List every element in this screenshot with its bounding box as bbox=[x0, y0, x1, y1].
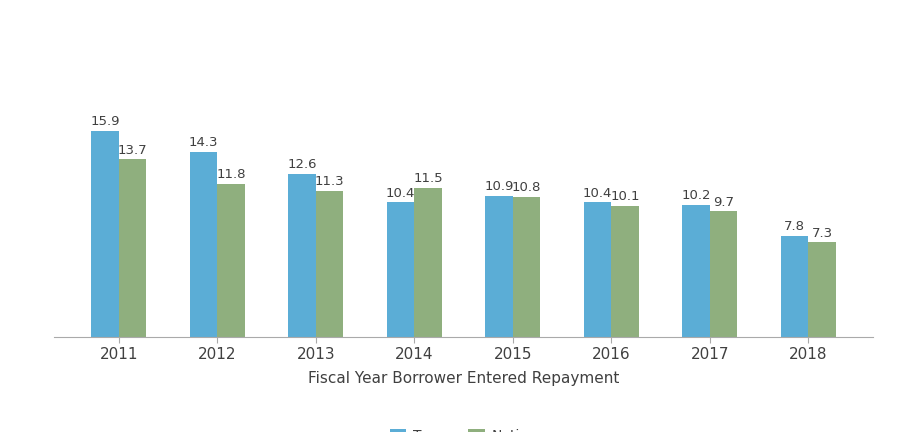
Text: 10.8: 10.8 bbox=[512, 181, 541, 194]
Text: 11.5: 11.5 bbox=[413, 172, 443, 185]
Bar bbox=[611, 206, 639, 337]
Legend: Texas, Nation: Texas, Nation bbox=[384, 424, 543, 432]
Text: 7.3: 7.3 bbox=[812, 227, 833, 240]
Bar bbox=[414, 188, 442, 337]
Bar bbox=[682, 205, 710, 337]
Text: 11.3: 11.3 bbox=[315, 175, 345, 188]
Bar bbox=[808, 242, 836, 337]
Bar bbox=[513, 197, 540, 337]
Bar bbox=[584, 202, 611, 337]
Bar bbox=[190, 152, 217, 337]
Text: 10.4: 10.4 bbox=[386, 187, 415, 200]
Text: 10.4: 10.4 bbox=[583, 187, 612, 200]
Text: 7.8: 7.8 bbox=[784, 220, 805, 233]
Bar bbox=[780, 236, 808, 337]
Text: 12.6: 12.6 bbox=[287, 158, 317, 171]
Bar bbox=[119, 159, 147, 337]
Bar bbox=[91, 131, 119, 337]
Text: 13.7: 13.7 bbox=[118, 144, 148, 157]
Bar bbox=[316, 191, 343, 337]
Bar bbox=[387, 202, 414, 337]
Text: 10.2: 10.2 bbox=[681, 189, 711, 202]
Text: 15.9: 15.9 bbox=[90, 115, 120, 128]
Text: 9.7: 9.7 bbox=[713, 196, 734, 209]
Bar bbox=[485, 196, 513, 337]
Bar bbox=[288, 174, 316, 337]
Text: 11.8: 11.8 bbox=[216, 168, 246, 181]
Text: 10.9: 10.9 bbox=[484, 180, 514, 193]
Text: 10.1: 10.1 bbox=[610, 191, 640, 203]
Bar bbox=[217, 184, 245, 337]
Text: 14.3: 14.3 bbox=[189, 136, 218, 149]
X-axis label: Fiscal Year Borrower Entered Repayment: Fiscal Year Borrower Entered Repayment bbox=[308, 371, 619, 386]
Bar bbox=[710, 211, 737, 337]
